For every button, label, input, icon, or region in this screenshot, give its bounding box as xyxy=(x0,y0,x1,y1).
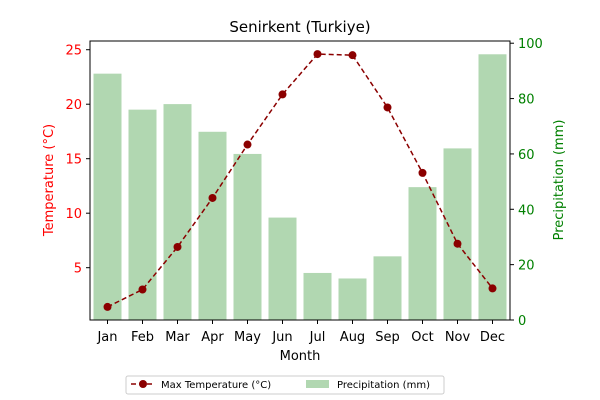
precipitation-bar-sep xyxy=(373,256,402,320)
precipitation-bar-feb xyxy=(128,109,157,321)
temperature-point-mar xyxy=(173,242,182,251)
y-right-tick-label: 0 xyxy=(518,314,526,329)
legend-bar-swatch xyxy=(306,380,329,388)
temperature-point-dec xyxy=(488,284,497,293)
x-tick-label: May xyxy=(234,330,261,345)
precipitation-bars xyxy=(93,54,507,321)
precipitation-bar-dec xyxy=(478,54,507,321)
precipitation-bar-nov xyxy=(443,148,472,320)
precipitation-bar-apr xyxy=(198,131,227,320)
x-tick-label: Jan xyxy=(96,330,117,345)
legend: Max Temperature (°C) Precipitation (mm) xyxy=(125,375,445,395)
y-axis-left: 5 10 15 20 25 xyxy=(65,44,90,277)
y-left-tick-label: 10 xyxy=(65,207,82,222)
y-axis-left-title: Temperature (°C) xyxy=(42,124,57,237)
temperature-line xyxy=(107,53,494,308)
precipitation-bar-mar xyxy=(163,104,192,320)
y-axis-right: 0 20 40 60 80 100 xyxy=(510,37,543,329)
y-right-tick-label: 60 xyxy=(518,148,535,163)
temperature-point-aug xyxy=(348,51,357,60)
x-tick-label: Jun xyxy=(271,330,292,345)
temperature-point-jul xyxy=(313,50,322,59)
temperature-line-layer xyxy=(103,50,497,311)
x-tick-label: Jul xyxy=(309,330,326,345)
y-right-tick-label: 100 xyxy=(518,37,543,52)
legend-label-precipitation: Precipitation (mm) xyxy=(337,380,430,391)
precipitation-bar-jan xyxy=(93,73,122,321)
x-tick-label: Mar xyxy=(165,330,190,345)
x-tick-label: Feb xyxy=(131,330,154,345)
precipitation-bar-jun xyxy=(268,217,297,320)
temperature-point-apr xyxy=(208,193,217,202)
legend-line-marker xyxy=(139,380,147,388)
y-left-tick-label: 20 xyxy=(65,98,82,113)
temperature-point-jun xyxy=(278,90,287,99)
precipitation-bar-oct xyxy=(408,187,437,320)
y-right-tick-label: 20 xyxy=(518,259,535,274)
temperature-point-feb xyxy=(138,285,147,294)
x-tick-label: Apr xyxy=(201,330,224,345)
precipitation-bar-jul xyxy=(303,272,332,320)
legend-label-temperature: Max Temperature (°C) xyxy=(161,380,271,391)
x-tick-label: Aug xyxy=(340,330,365,345)
temperature-point-nov xyxy=(453,239,462,248)
x-tick-label: Dec xyxy=(480,330,505,345)
chart-title: Senirkent (Turkiye) xyxy=(229,18,370,36)
y-left-tick-label: 15 xyxy=(65,153,82,168)
temperature-point-sep xyxy=(383,103,392,112)
x-tick-label: Nov xyxy=(445,330,471,345)
legend-box xyxy=(125,375,445,395)
x-tick-label: Sep xyxy=(375,330,400,345)
temperature-point-may xyxy=(243,140,252,149)
y-axis-right-title: Precipitation (mm) xyxy=(552,120,567,241)
temperature-point-oct xyxy=(418,168,427,177)
y-left-tick-label: 25 xyxy=(65,44,82,59)
precipitation-bar-may xyxy=(233,153,262,320)
y-right-tick-label: 40 xyxy=(518,203,535,218)
x-tick-label: Oct xyxy=(411,330,433,345)
precipitation-bar-aug xyxy=(338,278,367,320)
x-axis: Jan Feb Mar Apr May Jun Jul Aug Sep Oct Nov Dec xyxy=(96,320,505,345)
plot-frame xyxy=(89,40,511,321)
y-right-tick-label: 80 xyxy=(518,93,535,108)
x-axis-title: Month xyxy=(280,349,321,364)
y-left-tick-label: 5 xyxy=(74,262,82,277)
temperature-point-jan xyxy=(103,302,112,311)
